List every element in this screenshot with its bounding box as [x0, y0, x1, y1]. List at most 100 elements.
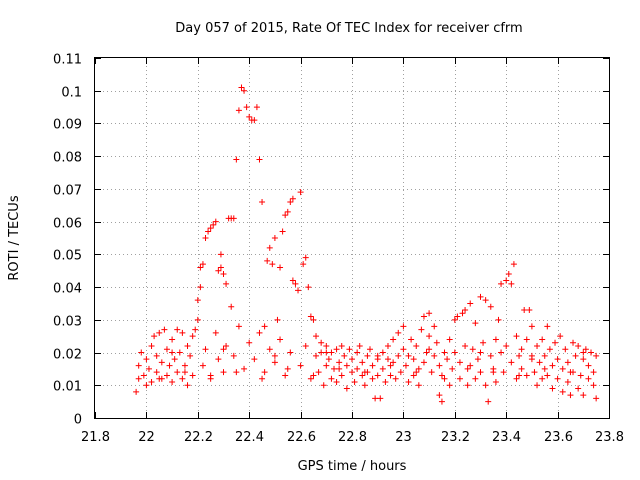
x-tick-label: 22.8	[338, 430, 367, 445]
data-point	[492, 336, 499, 343]
data-point	[397, 369, 404, 376]
data-point	[523, 372, 530, 379]
data-point	[161, 326, 168, 333]
data-point	[238, 84, 245, 91]
data-point	[133, 388, 140, 395]
data-point	[351, 379, 358, 385]
data-point	[256, 156, 263, 163]
data-point	[541, 352, 548, 359]
data-point	[570, 339, 577, 346]
data-point	[549, 385, 556, 392]
data-point	[405, 379, 412, 385]
y-tick-label: 0.06	[53, 217, 82, 232]
data-point	[169, 336, 176, 343]
data-point	[253, 104, 260, 111]
data-point	[179, 375, 186, 382]
data-point	[413, 369, 420, 376]
data-point	[310, 372, 317, 379]
data-point	[500, 369, 507, 376]
data-point	[559, 388, 566, 395]
data-point	[349, 356, 355, 363]
data-point	[498, 349, 505, 356]
data-point	[564, 359, 571, 366]
data-point	[593, 352, 600, 359]
data-point	[559, 365, 566, 372]
axis-ticks	[95, 58, 610, 419]
x-tick-label: 22.6	[287, 430, 316, 445]
data-point	[174, 326, 181, 333]
data-point	[192, 326, 199, 333]
data-point	[405, 352, 412, 359]
data-point	[436, 392, 443, 399]
data-point	[181, 369, 188, 376]
data-point	[446, 382, 453, 389]
y-tick-label: 0.01	[53, 380, 82, 395]
data-point	[534, 382, 541, 389]
x-tick-label: 23.8	[595, 430, 624, 445]
data-point	[513, 375, 520, 382]
data-point	[223, 343, 230, 349]
data-point	[153, 369, 160, 376]
data-point	[420, 313, 427, 320]
data-point	[241, 87, 248, 94]
data-point	[503, 343, 510, 349]
data-point	[523, 336, 530, 343]
data-point	[243, 104, 250, 111]
data-point	[390, 359, 397, 366]
data-point	[251, 117, 258, 124]
data-point	[369, 375, 376, 382]
data-point	[179, 329, 186, 336]
data-point	[541, 365, 548, 372]
data-point	[575, 385, 582, 392]
data-point	[171, 356, 178, 363]
data-point	[207, 372, 214, 379]
data-point	[361, 382, 368, 389]
data-point	[297, 362, 304, 369]
data-point	[554, 356, 561, 363]
plot-frame	[94, 57, 610, 419]
data-point	[287, 349, 294, 356]
data-point	[508, 280, 515, 287]
data-point	[464, 365, 471, 372]
data-point	[369, 362, 376, 369]
data-point	[215, 356, 222, 363]
y-tick-label: 0.07	[53, 184, 82, 199]
data-point	[467, 362, 474, 369]
data-point	[307, 313, 314, 320]
data-point	[269, 261, 276, 268]
data-point	[338, 343, 345, 349]
data-point	[415, 365, 422, 372]
data-point	[567, 392, 574, 399]
data-point	[297, 189, 304, 196]
data-point	[261, 369, 268, 376]
data-point	[246, 339, 253, 346]
data-point	[271, 359, 278, 366]
data-point	[328, 375, 335, 382]
data-point	[528, 323, 535, 330]
y-tick-label: 0.05	[53, 249, 82, 264]
data-point	[418, 326, 425, 333]
data-point	[377, 395, 384, 402]
data-point	[390, 336, 397, 343]
data-point	[166, 362, 173, 369]
data-point	[341, 352, 348, 359]
data-point	[384, 356, 391, 363]
data-point	[544, 372, 551, 379]
data-point	[343, 385, 350, 392]
data-point	[135, 362, 142, 369]
data-point	[585, 362, 592, 369]
data-point	[187, 352, 194, 359]
data-point	[235, 107, 242, 114]
data-point	[552, 339, 559, 346]
data-point	[428, 369, 435, 376]
data-point	[163, 346, 170, 353]
data-point	[202, 235, 209, 241]
data-point	[323, 343, 330, 349]
data-point	[266, 346, 273, 353]
data-point	[498, 280, 505, 287]
data-point	[374, 352, 381, 359]
data-point	[415, 382, 422, 389]
data-point	[189, 372, 196, 379]
data-point	[395, 329, 402, 336]
